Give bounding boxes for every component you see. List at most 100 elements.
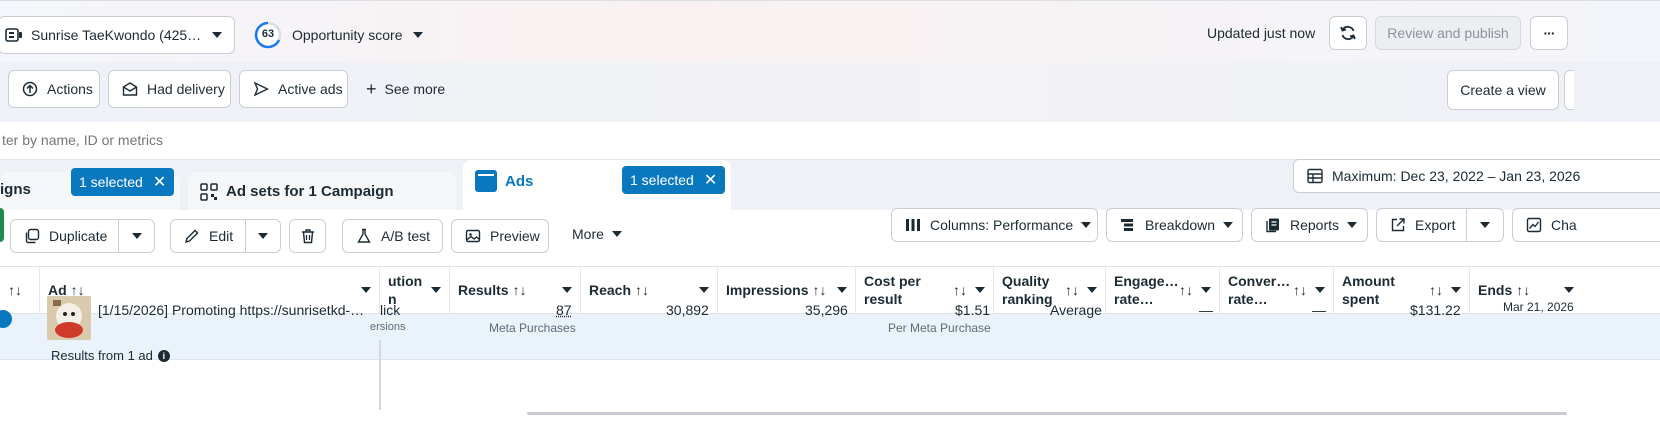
ends-value: Mar 21, 2026 <box>1503 300 1574 314</box>
results-sub: Meta Purchases <box>489 321 576 335</box>
columns-button[interactable]: Columns: Performance <box>891 208 1098 242</box>
col-header-quality-ranking[interactable]: Quality ranking ↑↓ <box>994 266 1106 314</box>
opportunity-score-label: Opportunity score <box>292 27 403 43</box>
chevron-down-icon[interactable] <box>431 287 441 293</box>
chevron-down-icon <box>1081 222 1092 228</box>
delete-button[interactable] <box>289 219 326 253</box>
search-input[interactable] <box>0 124 1200 156</box>
ab-test-button[interactable]: A/B test <box>342 219 443 253</box>
col-header-impressions[interactable]: Impressions ↑↓ <box>718 266 856 314</box>
table-row[interactable] <box>0 314 1660 360</box>
refresh-button[interactable] <box>1329 16 1367 50</box>
chevron-down-icon[interactable] <box>1315 287 1325 293</box>
tab-campaigns-label: igns <box>0 181 31 198</box>
more-options-button[interactable]: ··· <box>1530 16 1568 50</box>
col-header-reach[interactable]: Reach ↑↓ <box>581 266 718 314</box>
close-icon[interactable]: ✕ <box>152 174 167 191</box>
sort-icon[interactable]: ↑↓ <box>1516 282 1531 298</box>
chevron-down-icon[interactable] <box>837 287 847 293</box>
opportunity-score[interactable]: 63 Opportunity score <box>254 20 423 50</box>
attribution-value: lick <box>380 302 401 318</box>
preview-label: Preview <box>490 228 540 244</box>
chevron-down-icon[interactable] <box>699 287 709 293</box>
edit-button[interactable]: Edit <box>170 219 246 253</box>
chevron-down-icon[interactable] <box>361 287 371 293</box>
results-value[interactable]: 87 <box>556 302 572 318</box>
info-icon[interactable]: i <box>157 349 170 362</box>
chevron-down-icon[interactable] <box>975 287 985 293</box>
export-dropdown[interactable] <box>1466 208 1504 242</box>
conversion-rate-value: — <box>1312 302 1326 318</box>
duplicate-label: Duplicate <box>49 228 108 244</box>
sort-icon[interactable]: ↑↓ <box>953 282 967 298</box>
ads-selected-badge[interactable]: 1 selected ✕ <box>622 166 726 194</box>
calendar-table-icon <box>1306 167 1324 185</box>
col-header-engagement-rate[interactable]: Engage… rate… ↑↓ <box>1106 266 1220 314</box>
chevron-down-icon[interactable] <box>1201 287 1211 293</box>
sort-icon[interactable]: ↑↓ <box>1065 282 1079 298</box>
results-summary: Results from 1 ad i <box>51 348 170 363</box>
columns-label: Columns: Performance <box>930 217 1074 233</box>
duplicate-dropdown[interactable] <box>118 219 155 253</box>
chevron-down-icon[interactable] <box>1564 287 1575 293</box>
date-range-label: Maximum: Dec 23, 2022 – Jan 23, 2026 <box>1332 168 1581 184</box>
preview-button[interactable]: Preview <box>451 219 549 253</box>
sort-icon[interactable]: ↑↓ <box>512 282 527 298</box>
more-actions-button[interactable]: More <box>572 226 622 242</box>
col-header-amount-spent[interactable]: Amount spent ↑↓ <box>1334 266 1470 314</box>
see-more-button[interactable]: + See more <box>366 80 445 98</box>
ad-thumbnail[interactable] <box>47 296 91 340</box>
export-button[interactable]: Export <box>1376 208 1467 242</box>
frozen-column-divider[interactable] <box>379 340 381 410</box>
col-header-results[interactable]: Results ↑↓ <box>450 266 581 314</box>
col-header-attribution[interactable]: ution n <box>380 266 450 314</box>
review-publish-button[interactable]: Review and publish <box>1375 16 1521 50</box>
chevron-down-icon[interactable] <box>1087 287 1097 293</box>
edit-dropdown[interactable] <box>245 219 281 253</box>
sort-icon[interactable]: ↑↓ <box>1179 282 1193 298</box>
create-view-button[interactable]: Create a view <box>1447 70 1559 110</box>
col-header-cost-per-result[interactable]: Cost per result ↑↓ <box>856 266 994 314</box>
reports-button[interactable]: Reports <box>1251 208 1368 242</box>
chevron-down-icon <box>131 233 142 239</box>
col-header-ad[interactable]: Ad ↑↓ <box>40 266 380 314</box>
chevron-down-icon[interactable] <box>562 287 572 293</box>
date-range-picker[interactable]: Maximum: Dec 23, 2022 – Jan 23, 2026 <box>1293 159 1660 193</box>
filter-had-delivery[interactable]: Had delivery <box>108 70 231 108</box>
filter-actions[interactable]: Actions <box>8 70 100 108</box>
ad-toggle[interactable] <box>0 310 12 328</box>
duplicate-button[interactable]: Duplicate <box>10 219 119 253</box>
export-label: Export <box>1415 217 1456 233</box>
col-header-conversion-label-1: Conver… <box>1228 273 1291 289</box>
duplicate-icon <box>23 227 41 245</box>
col-header-ends[interactable]: Ends ↑↓ <box>1470 266 1660 314</box>
edit-label: Edit <box>209 228 234 244</box>
close-icon[interactable]: ✕ <box>703 172 718 189</box>
sort-icon[interactable]: ↑↓ <box>1293 282 1307 298</box>
campaigns-selected-badge[interactable]: 1 selected ✕ <box>71 168 175 196</box>
pencil-icon <box>183 227 201 245</box>
account-selector[interactable]: Sunrise TaeKwondo (425… <box>0 16 235 54</box>
col-header-reach-label: Reach <box>589 282 632 298</box>
col-header-quality-label-1: Quality <box>1002 273 1050 289</box>
breakdown-button[interactable]: Breakdown <box>1106 208 1243 242</box>
ads-icon <box>475 170 497 192</box>
chevron-down-icon[interactable] <box>1451 287 1461 293</box>
col-header-status[interactable]: ↑↓ <box>0 266 40 314</box>
col-header-conversion-rate[interactable]: Conver… rate… ↑↓ <box>1220 266 1334 314</box>
sort-icon[interactable]: ↑↓ <box>635 282 650 298</box>
sort-icon[interactable]: ↑↓ <box>8 282 22 298</box>
chevron-down-icon <box>1480 222 1490 228</box>
ad-name[interactable]: [1/15/2026] Promoting https://sunrisetkd… <box>98 302 365 318</box>
filter-active-ads-label: Active ads <box>278 81 343 97</box>
sort-icon[interactable]: ↑↓ <box>1429 282 1443 298</box>
charts-button[interactable]: Cha <box>1512 208 1660 242</box>
chevron-down-icon <box>1223 222 1234 228</box>
sort-icon[interactable]: ↑↓ <box>812 282 827 298</box>
create-button-edge[interactable] <box>0 208 4 242</box>
filter-active-ads[interactable]: Active ads <box>239 70 348 108</box>
sort-icon[interactable]: ↑↓ <box>70 282 85 298</box>
account-icon <box>5 26 23 44</box>
horizontal-scrollbar[interactable] <box>527 412 1567 415</box>
tab-ad-sets[interactable]: Ad sets for 1 Campaign <box>188 172 456 212</box>
